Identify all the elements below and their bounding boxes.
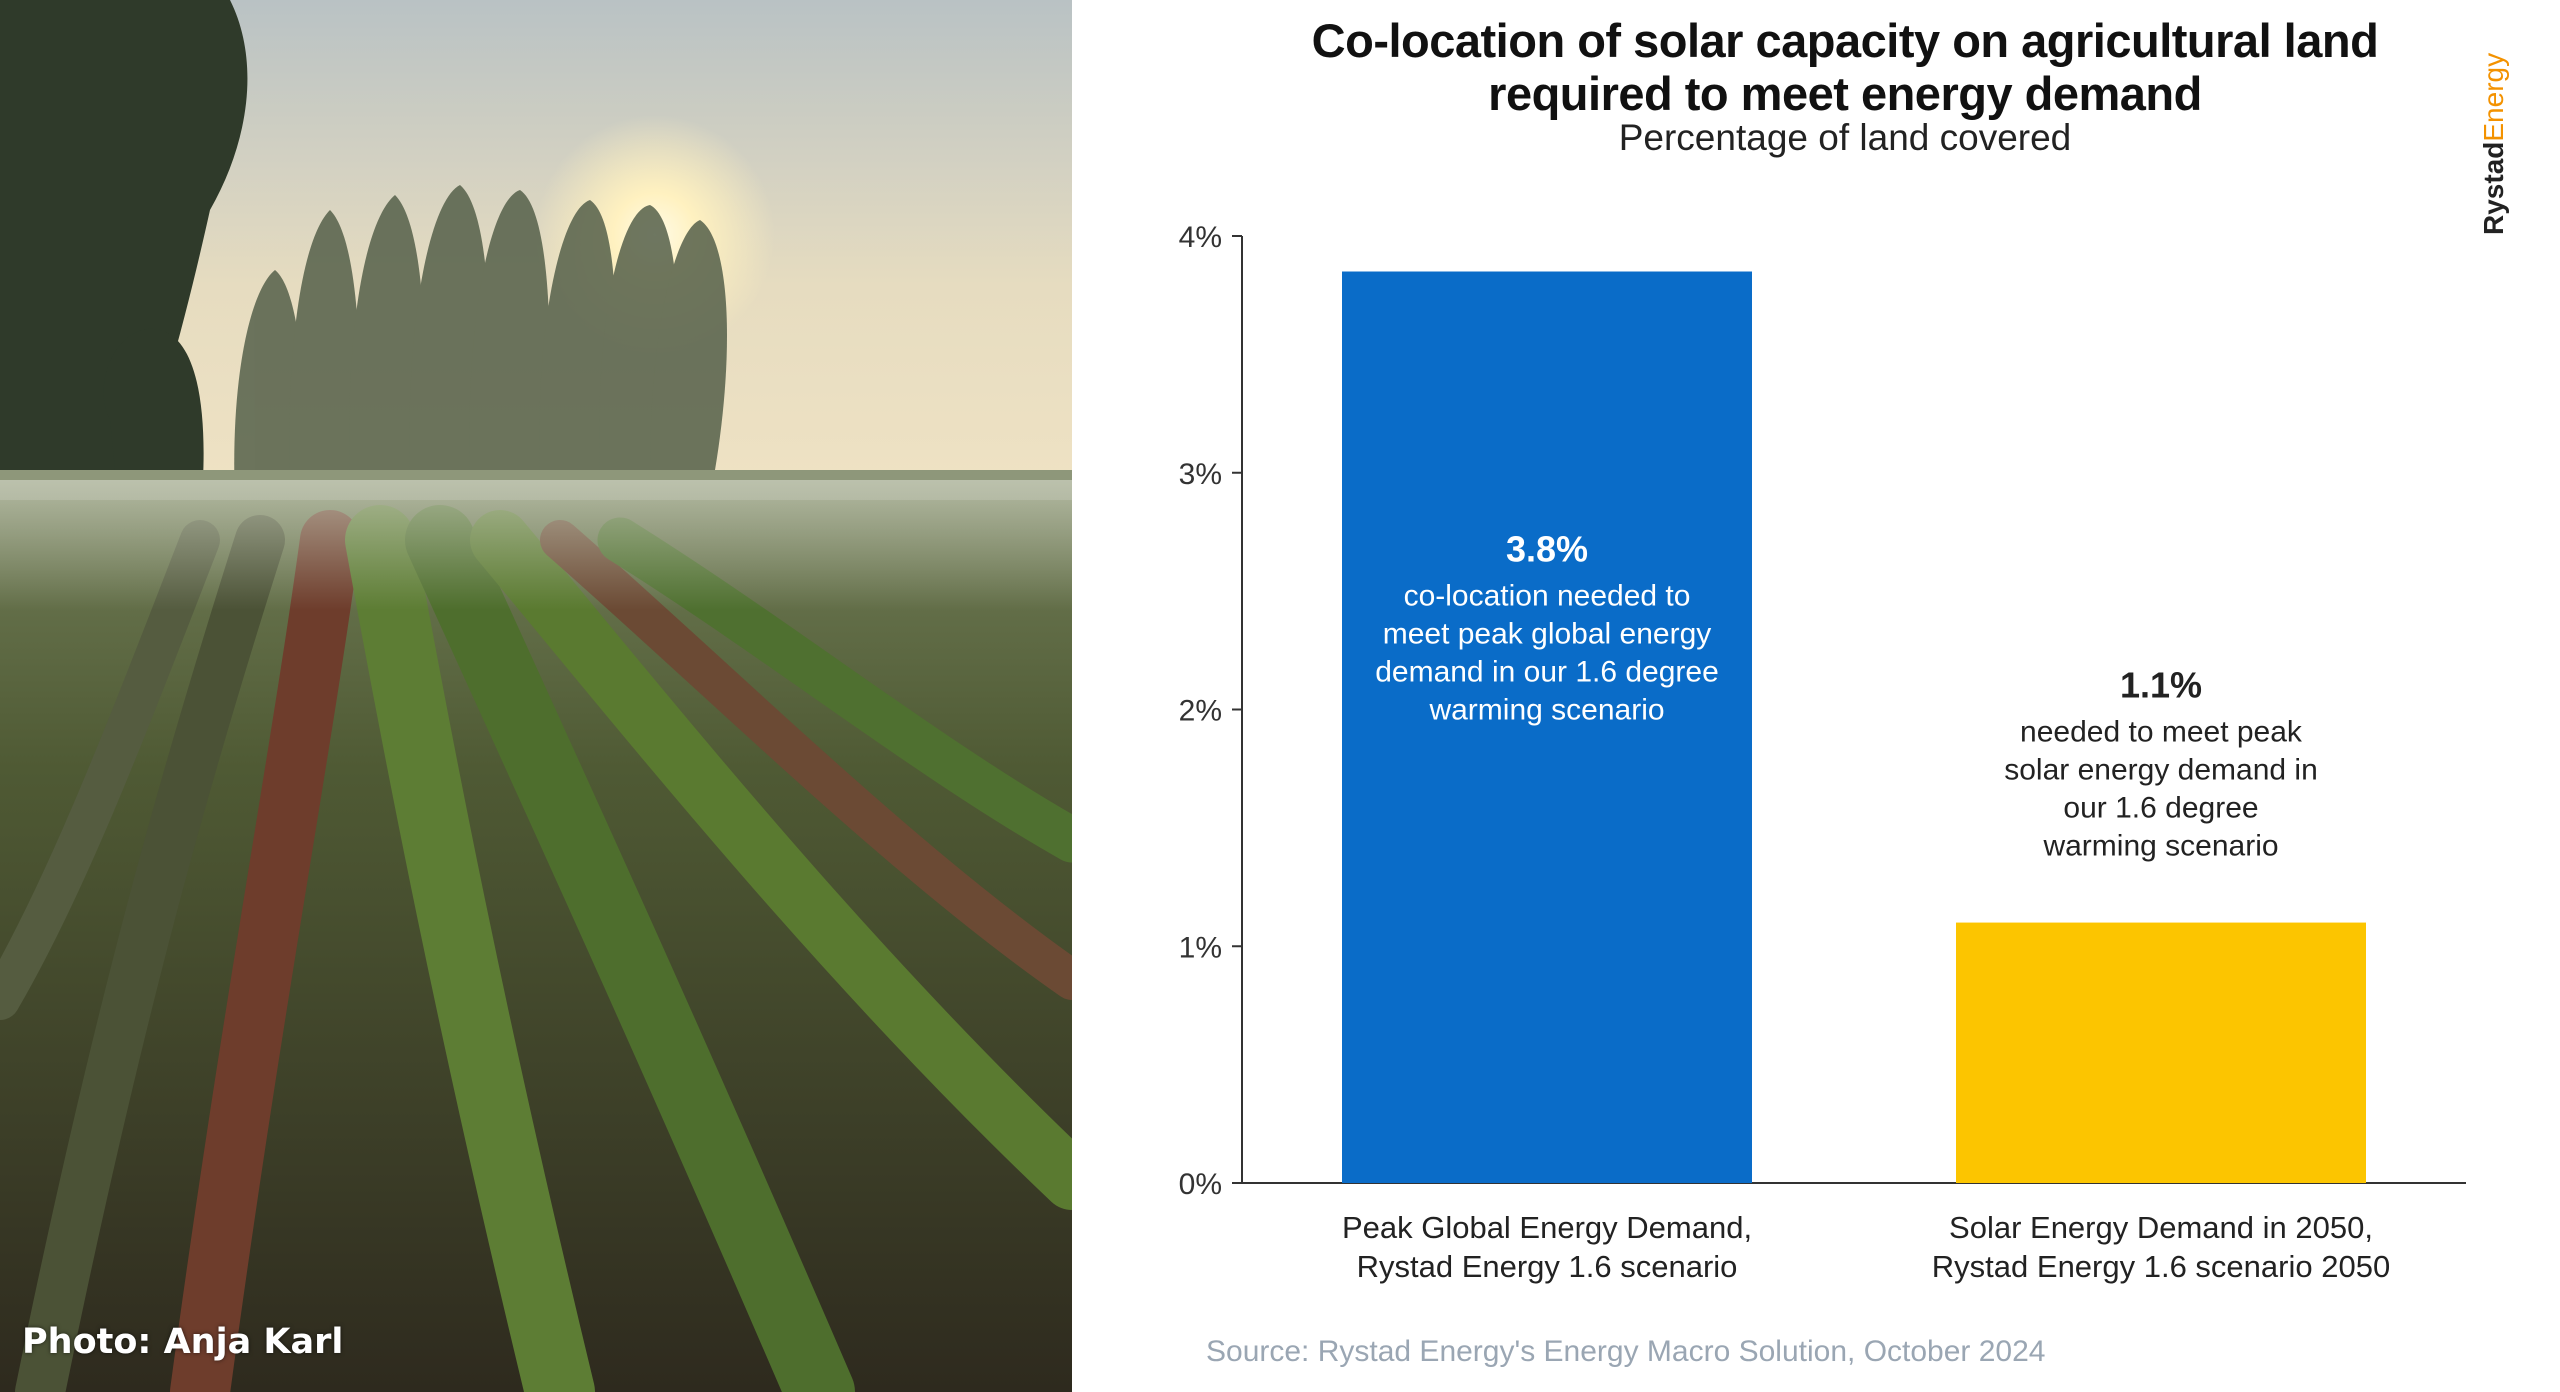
chart-title-line2: required to meet energy demand [1488,67,2202,120]
bar [1956,922,2366,1183]
bar-annotation-line: our 1.6 degree [2063,792,2258,825]
y-tick-label: 2% [1179,695,1222,728]
farm-field-photo [0,0,1072,1392]
x-category-label: Rystad Energy 1.6 scenario [1357,1249,1738,1284]
x-category-label: Rystad Energy 1.6 scenario 2050 [1932,1249,2390,1284]
bar-annotation-line: demand in our 1.6 degree [1375,656,1719,689]
brand-logo-text: RystadEnergy [2478,53,2509,235]
chart-source: Source: Rystad Energy's Energy Macro Sol… [1206,1335,2046,1368]
y-tick-label: 4% [1179,221,1222,254]
bar-annotation-line: warming scenario [1428,694,1664,727]
bar-annotation-line: warming scenario [2042,830,2278,863]
brand-logo-part2: Energy [2478,53,2509,142]
x-category-label: Solar Energy Demand in 2050, [1949,1210,2373,1245]
x-category-label: Peak Global Energy Demand, [1342,1210,1752,1245]
chart-subtitle: Percentage of land covered [1618,117,2072,158]
chart-title-line1: Co-location of solar capacity on agricul… [1311,14,2379,67]
brand-logo: RystadEnergy [2478,53,2509,235]
bar-annotation-line: co-location needed to [1404,580,1691,613]
photo-credit: Photo: Anja Karl [22,1322,344,1362]
bar-annotation-line: solar energy demand in [2004,754,2318,787]
brand-logo-part1: Rystad [2478,142,2509,235]
bar-value-label: 3.8% [1506,529,1588,570]
y-tick-label: 1% [1179,931,1222,964]
bar-value-label: 1.1% [2120,665,2202,706]
y-tick-label: 0% [1179,1168,1222,1201]
bar [1342,271,1752,1183]
y-tick-label: 3% [1179,458,1222,491]
bar-annotation-line: needed to meet peak [2020,716,2303,749]
bar-annotation-line: meet peak global energy [1383,618,1712,651]
